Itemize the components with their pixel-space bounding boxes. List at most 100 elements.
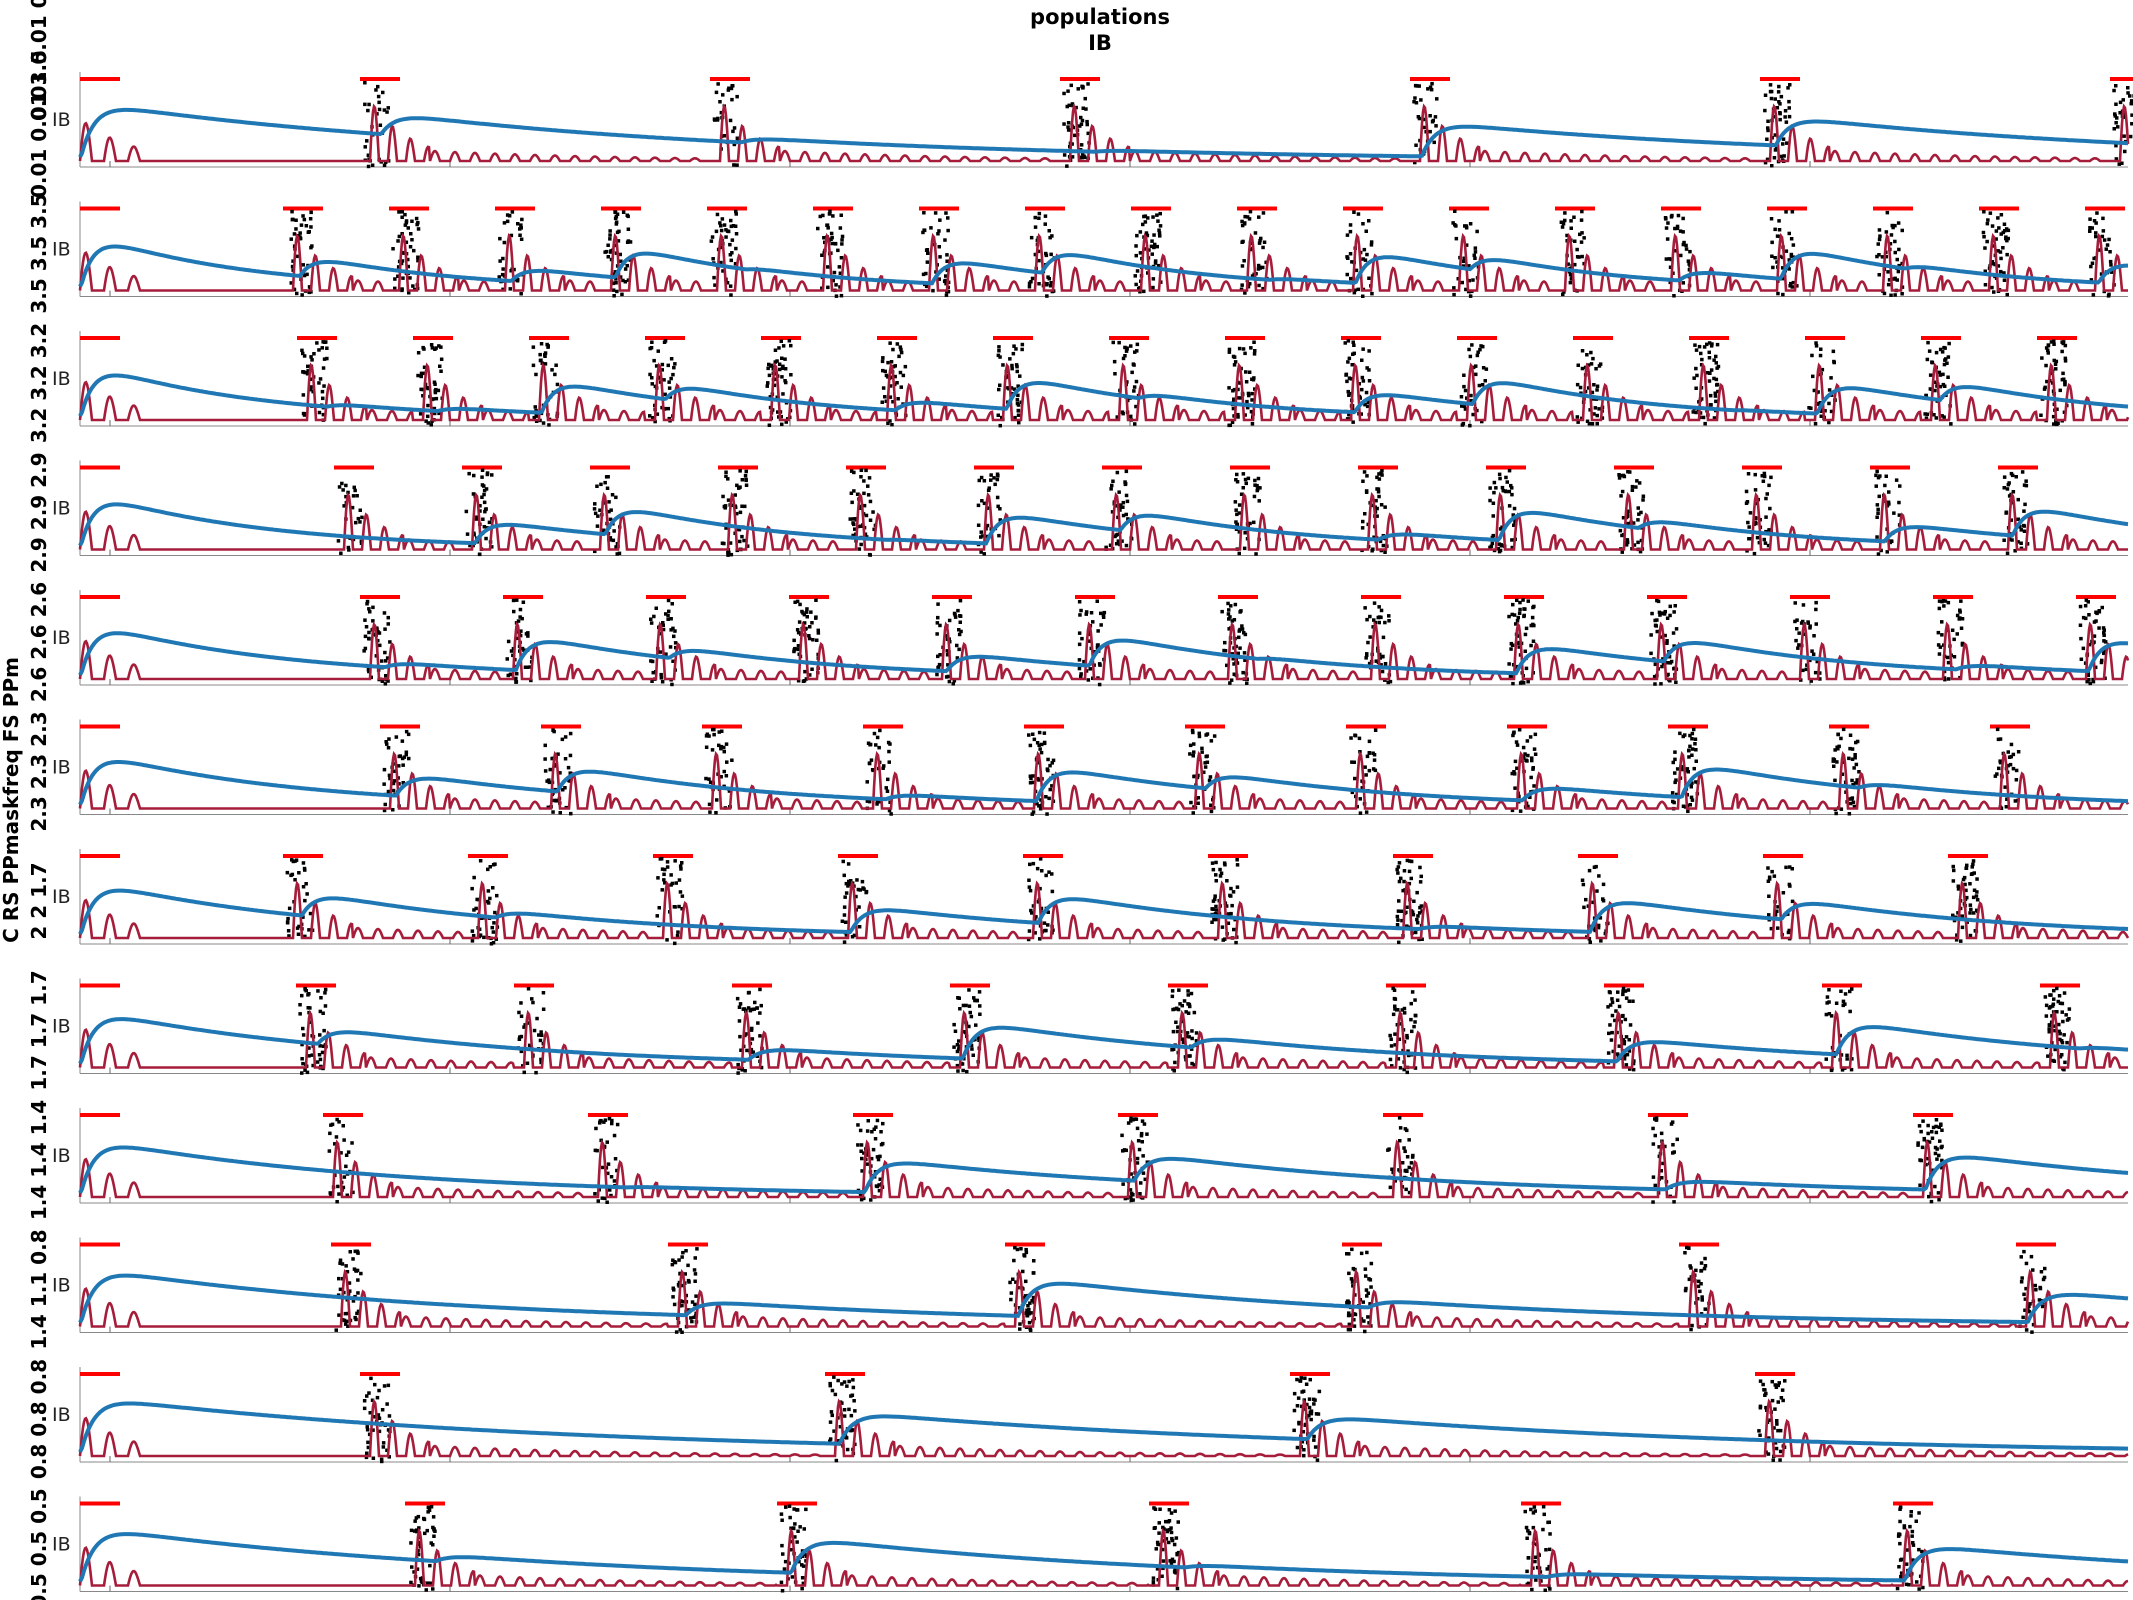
spike (1229, 911, 1233, 916)
spike (298, 231, 302, 235)
spike (872, 1127, 876, 1131)
spike (1417, 911, 1422, 915)
spike (1533, 752, 1538, 756)
spike (1674, 778, 1678, 782)
stimulus-bar (1386, 983, 1426, 988)
spike (1235, 863, 1240, 867)
spike (878, 728, 882, 733)
spike (307, 230, 311, 234)
spike (1121, 1182, 1125, 1186)
spike (901, 373, 906, 378)
spike (1568, 280, 1573, 285)
spike (2009, 742, 2014, 747)
spike (1351, 340, 1355, 344)
spike (2002, 222, 2007, 226)
spike (429, 343, 434, 347)
spike (1365, 1250, 1369, 1255)
spike (660, 867, 665, 871)
spike (605, 486, 610, 490)
spike (304, 224, 309, 228)
spike (1197, 734, 1202, 739)
spike (1364, 229, 1368, 233)
spike (976, 503, 981, 508)
spike (671, 659, 675, 663)
spike (872, 527, 876, 532)
spike (1086, 82, 1090, 86)
spike (1697, 1279, 1701, 1284)
spike (416, 255, 420, 259)
spike (1761, 479, 1766, 483)
spike (1397, 899, 1401, 903)
spike (1513, 759, 1518, 764)
spike (1876, 242, 1880, 246)
spike (1662, 612, 1667, 616)
spike (886, 777, 890, 782)
spike (2078, 623, 2083, 627)
spike (309, 385, 313, 389)
spike (541, 1007, 546, 1011)
spike (526, 1021, 530, 1025)
spike (1942, 415, 1946, 419)
spike (2006, 750, 2010, 754)
spike (721, 93, 725, 97)
spike (678, 1328, 682, 1332)
spike (1232, 662, 1236, 666)
spike (937, 662, 942, 667)
spike (1080, 155, 1084, 160)
spike (888, 384, 893, 388)
spike (1028, 774, 1033, 778)
spike (1793, 601, 1797, 605)
spike (728, 541, 733, 545)
spike (1781, 292, 1785, 297)
stimulus-bar (80, 1242, 120, 1247)
spike (1839, 989, 1843, 993)
spike (1368, 614, 1372, 619)
stimulus-bar (80, 1113, 120, 1117)
spike (1934, 416, 1938, 420)
spike (554, 798, 559, 803)
spike (617, 551, 622, 556)
spike (849, 469, 854, 473)
spike (1219, 871, 1224, 875)
spike (519, 1001, 523, 1005)
spike (1712, 416, 1717, 420)
spike (2005, 551, 2010, 555)
spike (511, 598, 516, 603)
spike (382, 611, 387, 615)
spike (1480, 383, 1485, 387)
spike (299, 223, 304, 227)
spike (1070, 142, 1074, 146)
spike (863, 532, 868, 536)
spike (1657, 1145, 1661, 1149)
spike (350, 1141, 354, 1145)
spike (1762, 471, 1767, 476)
spike (1129, 344, 1133, 348)
spike (1709, 344, 1714, 348)
spike (868, 499, 873, 504)
spike (2097, 626, 2101, 630)
spike (322, 1028, 326, 1033)
spike (301, 263, 305, 267)
spike (1033, 252, 1038, 257)
stimulus-bar (296, 983, 336, 988)
spike (969, 1014, 974, 1019)
spike (724, 526, 728, 530)
spike (1510, 771, 1514, 776)
spike (2092, 620, 2097, 624)
spike (1240, 283, 1244, 287)
spike (1192, 742, 1196, 746)
spike (1673, 780, 1677, 785)
spike (1120, 1133, 1124, 1138)
spike (1085, 122, 1089, 127)
spike (672, 1288, 676, 1292)
spike (1352, 1312, 1356, 1316)
spike (1235, 472, 1239, 477)
spike (1775, 909, 1779, 913)
spike (1926, 1156, 1930, 1161)
panel-8: IB1.7 1.7 1.7 (27, 970, 2129, 1091)
spike (387, 737, 391, 741)
spike (1675, 224, 1680, 229)
spike (1669, 1122, 1674, 1126)
spike (1039, 798, 1043, 802)
panel-10: IB1.4 1.1 0.8 (27, 1229, 2130, 1350)
